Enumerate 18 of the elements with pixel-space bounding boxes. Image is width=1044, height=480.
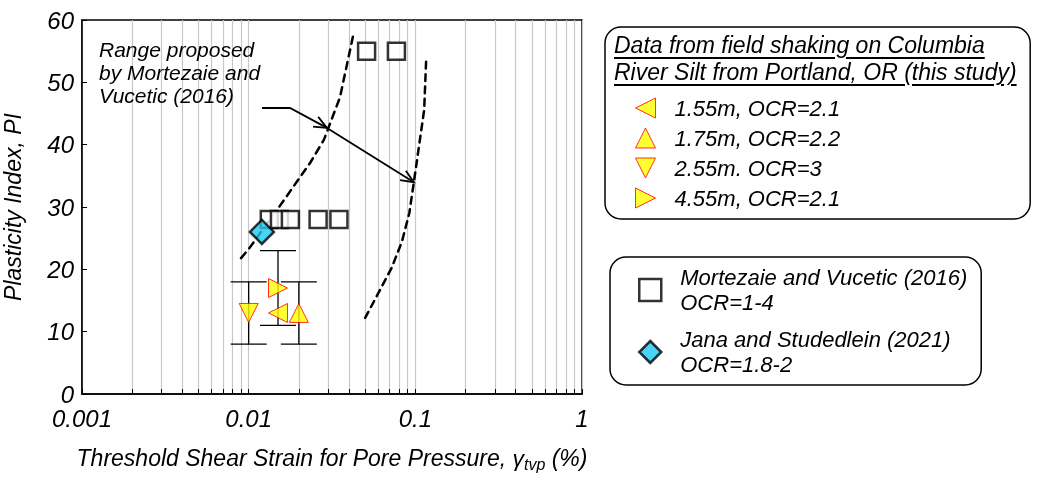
y-tick-label: 30	[47, 193, 75, 221]
x-tick-label: 1	[575, 404, 589, 432]
y-tick-label: 60	[47, 6, 75, 34]
legend-label: 1.75m, OCR=2.2	[674, 125, 841, 151]
y-tick-label: 10	[47, 318, 75, 346]
legend-label: Jana and Studedlein (2021) OCR=1.8-2	[679, 327, 951, 377]
y-axis-title: Plasticity Index, PI	[0, 112, 26, 301]
annotation: Range proposed by Mortezaie and Vucetic (2016)	[99, 38, 262, 107]
legend-title: Data from field shaking on Columbia River Silt from Portland, OR (this study)	[614, 32, 1018, 86]
x-tick-label: 0.01	[225, 404, 273, 432]
y-tick-label: 50	[47, 68, 75, 96]
legend-label: Mortezaie and Vucetic (2016) OCR=1-4	[680, 265, 968, 315]
y-tick-label: 40	[47, 131, 75, 159]
x-tick-label: 0.1	[398, 404, 433, 432]
legend-label: 2.55m. OCR=3	[673, 155, 823, 181]
legend-label: 4.55m, OCR=2.1	[674, 185, 841, 211]
y-tick-label: 20	[46, 255, 75, 283]
legend-label: 1.55m, OCR=2.1	[674, 95, 841, 121]
